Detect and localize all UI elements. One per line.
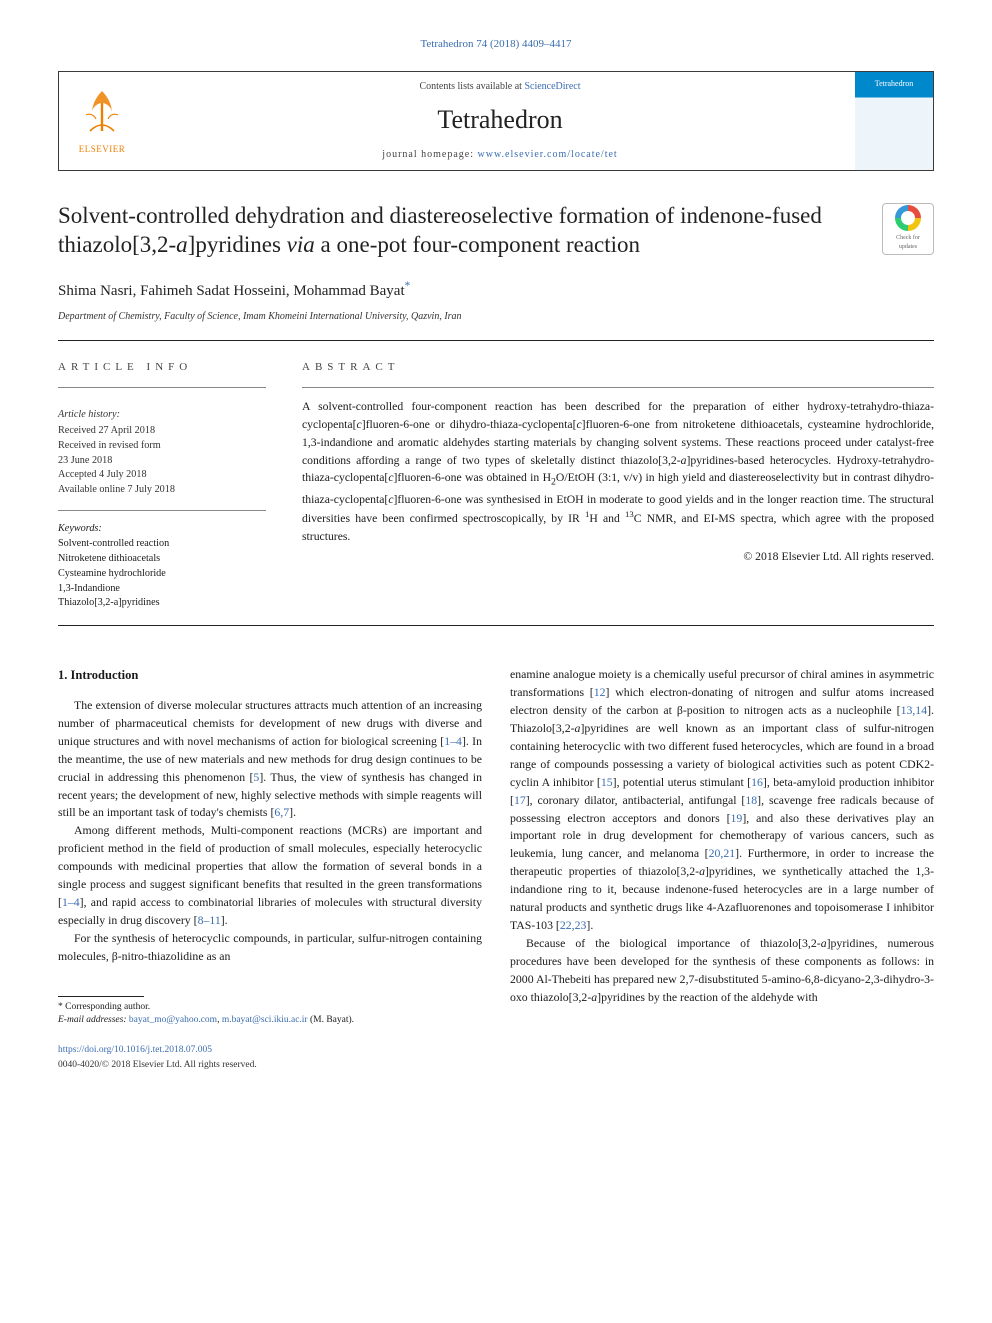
article-title: Solvent-controlled dehydration and diast… xyxy=(58,201,934,261)
body-paragraph: For the synthesis of heterocyclic compou… xyxy=(58,930,482,966)
crossmark-text-2: updates xyxy=(899,243,917,252)
journal-homepage: journal homepage: www.elsevier.com/locat… xyxy=(145,147,855,162)
homepage-prefix: journal homepage: xyxy=(382,149,477,160)
journal-header: ELSEVIER Contents lists available at Sci… xyxy=(58,71,934,171)
doi-link[interactable]: https://doi.org/10.1016/j.tet.2018.07.00… xyxy=(58,1043,482,1057)
email-label: E-mail addresses: xyxy=(58,1015,129,1025)
body-paragraph: Among different methods, Multi-component… xyxy=(58,822,482,930)
journal-name: Tetrahedron xyxy=(145,100,855,139)
sciencedirect-link[interactable]: ScienceDirect xyxy=(524,81,580,92)
body-paragraph: Because of the biological importance of … xyxy=(510,935,934,1007)
history-line: 23 June 2018 xyxy=(58,454,266,469)
history-line: Received in revised form xyxy=(58,439,266,454)
abstract-label: ABSTRACT xyxy=(302,359,934,376)
cover-title: Tetrahedron xyxy=(855,78,933,90)
body-paragraph: The extension of diverse molecular struc… xyxy=(58,697,482,822)
crossmark-text-1: Check for xyxy=(896,234,920,243)
contents-prefix: Contents lists available at xyxy=(419,81,524,92)
email-link-2[interactable]: m.bayat@sci.ikiu.ac.ir xyxy=(222,1015,308,1025)
body-paragraph: enamine analogue moiety is a chemically … xyxy=(510,666,934,935)
corresponding-author-note: * Corresponding author. E-mail addresses… xyxy=(58,1001,482,1028)
journal-reference: Tetrahedron 74 (2018) 4409–4417 xyxy=(58,36,934,53)
email-link-1[interactable]: bayat_mo@yahoo.com xyxy=(129,1015,217,1025)
authors-list: Shima Nasri, Fahimeh Sadat Hosseini, Moh… xyxy=(58,278,934,303)
email-suffix: (M. Bayat). xyxy=(308,1015,354,1025)
copyright-line: © 2018 Elsevier Ltd. All rights reserved… xyxy=(302,548,934,566)
keyword: 1,3-Indandione xyxy=(58,582,266,597)
keywords-header: Keywords: xyxy=(58,521,266,536)
affiliation: Department of Chemistry, Faculty of Scie… xyxy=(58,309,934,324)
elsevier-tree-icon xyxy=(74,85,130,141)
history-header: Article history: xyxy=(58,408,266,423)
keywords-list: Solvent-controlled reaction Nitroketene … xyxy=(58,537,266,611)
issn-copyright: 0040-4020/© 2018 Elsevier Ltd. All right… xyxy=(58,1058,482,1072)
publisher-name: ELSEVIER xyxy=(79,143,126,157)
publisher-logo[interactable]: ELSEVIER xyxy=(59,72,145,170)
homepage-link[interactable]: www.elsevier.com/locate/tet xyxy=(478,149,618,160)
history-line: Received 27 April 2018 xyxy=(58,424,266,439)
article-history: Article history: Received 27 April 2018 … xyxy=(58,398,266,498)
journal-cover-thumbnail[interactable]: Tetrahedron xyxy=(855,72,933,170)
corr-label: * Corresponding author. xyxy=(58,1001,482,1014)
section-heading-intro: 1. Introduction xyxy=(58,666,482,685)
history-line: Accepted 4 July 2018 xyxy=(58,468,266,483)
crossmark-icon xyxy=(895,205,921,231)
contents-available: Contents lists available at ScienceDirec… xyxy=(145,79,855,94)
keyword: Nitroketene dithioacetals xyxy=(58,552,266,567)
keyword: Solvent-controlled reaction xyxy=(58,537,266,552)
article-info-label: ARTICLE INFO xyxy=(58,359,266,376)
abstract-text: A solvent-controlled four-component reac… xyxy=(302,388,934,546)
crossmark-badge[interactable]: Check for updates xyxy=(882,203,934,255)
history-line: Available online 7 July 2018 xyxy=(58,483,266,498)
keyword: Cysteamine hydrochloride xyxy=(58,567,266,582)
keyword: Thiazolo[3,2-a]pyridines xyxy=(58,596,266,611)
